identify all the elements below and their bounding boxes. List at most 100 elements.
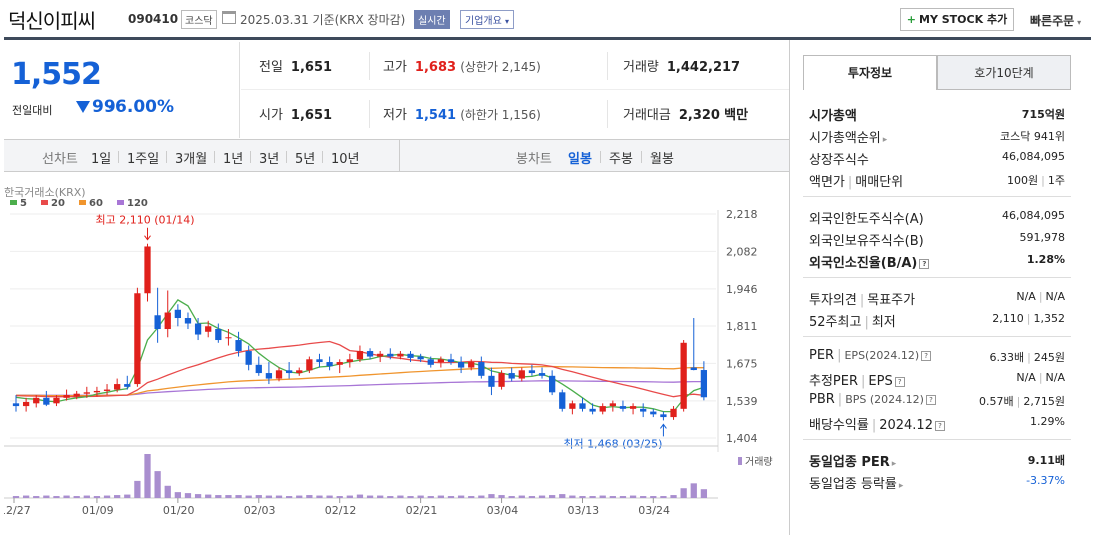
volume-bar <box>103 495 111 498</box>
period-1d[interactable]: 1일 <box>91 152 112 167</box>
candle-body <box>660 414 667 418</box>
x-tick-label: 02/03 <box>244 504 276 517</box>
candle-weekly[interactable]: 주봉 <box>609 152 633 167</box>
realtime-button[interactable]: 실시간 <box>414 10 450 29</box>
volume-bar <box>427 496 434 498</box>
candle-daily[interactable]: 일봉 <box>568 152 592 167</box>
volume-bar <box>316 495 323 498</box>
candle-body <box>640 408 647 412</box>
company-overview-dropdown[interactable]: 기업개요 ▾ <box>460 10 515 29</box>
volume-bar <box>579 496 586 498</box>
help-icon[interactable]: ? <box>934 421 945 431</box>
stock-header: 덕신이피씨 090410 코스닥 2025.03.31 기준(KRX 장마감) … <box>0 0 1095 40</box>
period-3m[interactable]: 3개월 <box>175 152 208 167</box>
volume-bar <box>680 488 687 498</box>
volume-bar <box>397 495 404 498</box>
header-divider <box>4 37 1091 40</box>
candle-body <box>255 364 262 374</box>
tab-investment-info[interactable]: 투자정보 <box>803 55 937 90</box>
period-5y[interactable]: 5년 <box>295 152 316 167</box>
est-per-row: 추정PER | EPS? N/A | N/A <box>809 371 1065 389</box>
candle-body <box>528 370 536 374</box>
period-3y[interactable]: 3년 <box>259 152 280 167</box>
market-cap-rank-row[interactable]: 시가총액순위 ▸ 코스닥 941위 <box>809 130 1065 146</box>
volume-bar <box>134 480 141 498</box>
candle-body <box>144 246 151 294</box>
period-10y[interactable]: 10년 <box>331 152 360 167</box>
add-mystock-button[interactable]: + MY STOCK 추가 <box>900 8 1014 31</box>
volume-bar <box>417 495 424 498</box>
quick-order-button[interactable]: 빠른주문 ▾ <box>1030 14 1082 28</box>
arrow-up-icon <box>660 423 667 437</box>
high-annotation: 최고 2,110 (01/14) <box>96 214 195 227</box>
price-chart[interactable]: 한국거래소(KRX)5 20 60 120 2,218 2,082 1,946 1,811 1,… <box>4 182 790 535</box>
current-price-box: 1,552 전일대비 99 -6.00% <box>4 42 240 138</box>
sector-per-row[interactable]: 동일업종 PER ▸ 9.11배 <box>809 454 1065 470</box>
volume-bar <box>599 495 606 498</box>
candle-monthly[interactable]: 월봉 <box>650 152 674 167</box>
volume-bar <box>265 495 273 498</box>
volume-bar <box>377 495 384 498</box>
down-triangle-icon <box>76 101 90 113</box>
candle-body <box>103 389 111 391</box>
open-price: 시가 1,651 <box>259 108 333 123</box>
x-tick-label: 12/27 <box>4 504 31 517</box>
prev-close: 전일 1,651 <box>259 60 333 75</box>
sector-change-row[interactable]: 동일업종 등락률 ▸ -3.37% <box>809 474 1065 492</box>
candle-body <box>397 353 404 357</box>
volume-bar <box>154 471 161 498</box>
candle-chart-label: 봉차트 <box>516 152 552 167</box>
volume-bar <box>407 496 414 498</box>
candle-body <box>215 329 222 341</box>
volume-bar <box>387 496 394 498</box>
volume-bar <box>275 495 283 498</box>
candle-body <box>356 351 364 360</box>
price-change-pct: -6.00% <box>108 97 175 117</box>
volume-bar <box>528 496 536 498</box>
candle-body <box>346 359 353 363</box>
arrow-down-icon <box>144 227 151 241</box>
candle-body <box>184 318 192 324</box>
volume-bar <box>336 496 343 498</box>
help-icon[interactable]: ? <box>894 377 905 387</box>
y-tick-label: 2,082 <box>726 245 758 258</box>
help-icon[interactable]: ? <box>919 259 930 269</box>
low-annotation: 최저 1,468 (03/25) <box>563 437 662 450</box>
volume-bar <box>619 496 627 498</box>
period-1w[interactable]: 1주일 <box>127 152 160 167</box>
help-icon[interactable]: ? <box>925 395 936 405</box>
per-eps-row: PER | EPS(2024.12)? 6.33배 | 245원 <box>809 348 1065 364</box>
volume-bar <box>215 495 222 498</box>
help-icon[interactable]: ? <box>921 351 932 361</box>
tab-orderbook[interactable]: 호가10단계 <box>937 55 1071 90</box>
candle-body <box>650 411 657 415</box>
quote-summary: 전일 1,651 고가 1,683 (상한가 2,145) 거래량 1,442,217… <box>241 42 789 138</box>
opinion-row: 투자의견 | 목표주가 N/A | N/A <box>809 290 1065 308</box>
volume-bar <box>33 496 40 498</box>
volume-legend-swatch <box>738 457 742 465</box>
volume-bar <box>144 454 151 498</box>
period-1y[interactable]: 1년 <box>223 152 244 167</box>
candle-body <box>326 362 333 367</box>
y-tick-label: 1,539 <box>726 395 758 408</box>
candle-body <box>33 397 40 404</box>
candle-body <box>174 309 181 319</box>
volume: 거래량 1,442,217 <box>623 60 741 75</box>
volume-bar <box>93 496 101 498</box>
candle-body <box>336 362 343 365</box>
candle-body <box>154 315 161 330</box>
change-label: 전일대비 <box>12 104 53 117</box>
candle-body <box>275 370 283 379</box>
y-tick-label: 1,404 <box>726 432 758 445</box>
volume-bar <box>437 495 445 498</box>
volume-bar <box>609 496 616 498</box>
candle-body <box>124 384 131 387</box>
candle-body <box>589 408 596 412</box>
volume-bar <box>63 495 70 498</box>
arrow-right-icon: ▸ <box>891 459 897 469</box>
candle-body <box>73 393 80 397</box>
legend-label: 120 <box>127 198 148 209</box>
arrow-right-icon: ▸ <box>898 481 904 491</box>
candle-body <box>579 403 586 409</box>
candle-body <box>285 370 293 374</box>
